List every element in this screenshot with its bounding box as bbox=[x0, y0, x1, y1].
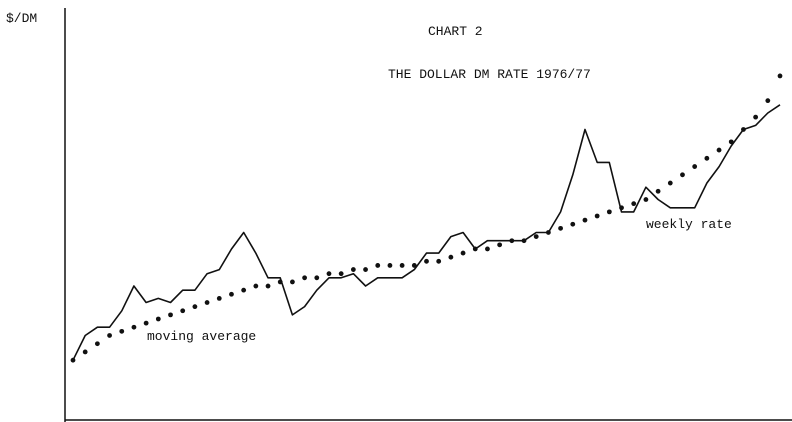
moving-average-dot bbox=[728, 139, 734, 145]
moving-average-dot bbox=[594, 213, 600, 219]
moving-average-dot bbox=[143, 320, 149, 326]
moving-average-dot bbox=[326, 271, 332, 277]
moving-average-dot bbox=[558, 225, 563, 231]
moving-average-dot bbox=[704, 155, 710, 161]
moving-average-dot bbox=[387, 263, 393, 268]
moving-average-dot bbox=[777, 73, 783, 79]
moving-average-dot bbox=[582, 217, 588, 223]
chart-title: CHART 2 bbox=[428, 24, 483, 39]
moving-average-dot bbox=[180, 308, 186, 314]
moving-average-dot bbox=[509, 238, 515, 244]
moving-average-dot bbox=[448, 254, 454, 260]
moving-average-dot bbox=[216, 296, 222, 301]
chart-subtitle: THE DOLLAR DM RATE 1976/77 bbox=[388, 67, 591, 82]
moving-average-dot bbox=[265, 283, 271, 289]
moving-average-dot bbox=[606, 209, 612, 215]
moving-average-dot bbox=[533, 234, 539, 240]
moving-average-dot bbox=[314, 275, 320, 281]
moving-average-dot bbox=[375, 263, 381, 268]
moving-average-dot bbox=[411, 263, 417, 268]
moving-average-dot bbox=[460, 250, 466, 256]
moving-average-dot bbox=[643, 197, 649, 202]
moving-average-dot bbox=[131, 324, 137, 330]
moving-average-dot bbox=[472, 246, 478, 252]
moving-average-dot bbox=[70, 357, 76, 363]
series-label: moving average bbox=[147, 329, 256, 344]
moving-average-dot bbox=[107, 333, 112, 338]
moving-average-dot bbox=[229, 291, 234, 297]
moving-average-dot bbox=[204, 300, 210, 305]
moving-average-dot bbox=[350, 267, 356, 272]
moving-average-dot bbox=[399, 263, 405, 268]
moving-average-dot bbox=[680, 172, 685, 178]
moving-average-dot bbox=[155, 316, 161, 322]
moving-average-dot bbox=[436, 258, 442, 264]
y-axis-label: $/DM bbox=[6, 11, 37, 26]
moving-average-dot bbox=[338, 271, 344, 277]
moving-average-dot bbox=[545, 230, 551, 235]
moving-average-dot bbox=[168, 312, 173, 318]
moving-average-dot bbox=[753, 114, 759, 120]
moving-average-dot bbox=[253, 283, 259, 289]
moving-average-dot bbox=[424, 258, 429, 264]
moving-average-dot bbox=[655, 188, 661, 194]
moving-average-dot bbox=[619, 205, 624, 211]
moving-average-dot bbox=[277, 279, 283, 285]
moving-average-dot bbox=[631, 201, 637, 207]
moving-average-dot bbox=[302, 275, 308, 281]
series-label: weekly rate bbox=[646, 217, 732, 232]
moving-average-dot bbox=[485, 246, 490, 252]
moving-average-dot bbox=[363, 267, 368, 272]
moving-average-dot bbox=[192, 304, 198, 310]
moving-average-dot bbox=[570, 221, 576, 227]
moving-average-dot bbox=[716, 147, 722, 153]
moving-average-dot bbox=[692, 164, 698, 169]
weekly-rate-line bbox=[72, 104, 781, 361]
moving-average-dot bbox=[667, 180, 673, 186]
moving-average-dot bbox=[521, 238, 527, 244]
moving-average-dot bbox=[290, 279, 295, 285]
moving-average-dot bbox=[94, 341, 100, 347]
moving-average-dot bbox=[497, 242, 503, 248]
moving-average-dot bbox=[119, 328, 125, 334]
moving-average-dot bbox=[241, 287, 247, 293]
moving-average-dot bbox=[765, 98, 771, 104]
moving-average-dot bbox=[82, 349, 88, 355]
moving-average-dot bbox=[741, 127, 746, 132]
